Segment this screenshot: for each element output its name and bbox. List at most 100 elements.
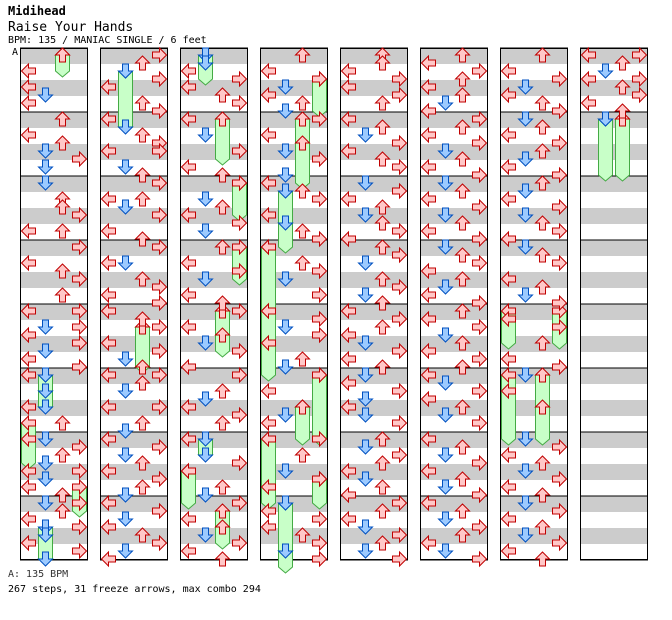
up-arrow — [534, 215, 551, 231]
left-arrow — [420, 342, 436, 360]
left-arrow — [100, 254, 116, 272]
up-arrow — [454, 471, 471, 487]
up-arrow — [54, 135, 71, 151]
down-arrow — [37, 143, 54, 159]
right-arrow — [552, 222, 568, 240]
right-arrow — [72, 542, 88, 560]
beat-stripe — [420, 48, 488, 64]
left-arrow — [20, 414, 36, 432]
down-arrow — [37, 383, 54, 399]
up-arrow — [374, 479, 391, 495]
left-arrow — [340, 462, 356, 480]
right-arrow — [152, 70, 168, 88]
left-arrow — [260, 126, 276, 144]
down-arrow — [117, 383, 134, 399]
left-arrow — [100, 550, 116, 568]
beat-stripe — [500, 496, 568, 512]
right-arrow — [472, 254, 488, 272]
beat-stripe — [580, 304, 648, 320]
right-arrow — [552, 102, 568, 120]
up-arrow — [134, 167, 151, 183]
right-arrow — [232, 302, 248, 320]
left-arrow — [500, 126, 516, 144]
down-arrow — [197, 527, 214, 543]
down-arrow — [37, 343, 54, 359]
chart-column-border — [20, 48, 88, 560]
right-arrow — [232, 214, 248, 232]
left-arrow — [180, 286, 196, 304]
left-arrow — [260, 86, 276, 104]
right-arrow — [552, 70, 568, 88]
beat-stripe — [580, 272, 648, 288]
down-arrow — [37, 159, 54, 175]
right-arrow — [392, 134, 408, 152]
down-arrow — [37, 87, 54, 103]
right-arrow — [152, 438, 168, 456]
right-arrow — [392, 246, 408, 264]
right-arrow — [312, 262, 328, 280]
down-arrow — [37, 455, 54, 471]
left-arrow — [260, 502, 276, 520]
beat-stripe — [340, 48, 408, 64]
down-arrow — [277, 319, 294, 335]
beat-stripe — [260, 400, 328, 416]
beat-stripe — [340, 496, 408, 512]
left-arrow — [260, 430, 276, 448]
beat-stripe — [420, 80, 488, 96]
left-arrow — [260, 382, 276, 400]
left-arrow — [20, 462, 36, 480]
beat-stripe — [100, 176, 168, 192]
down-arrow — [37, 527, 54, 543]
right-arrow — [472, 110, 488, 128]
beat-stripe — [500, 240, 568, 256]
up-arrow — [454, 87, 471, 103]
left-arrow — [100, 462, 116, 480]
right-arrow — [472, 486, 488, 504]
beat-stripe — [420, 336, 488, 352]
up-arrow — [134, 127, 151, 143]
up-arrow — [294, 183, 311, 199]
beat-stripe — [20, 112, 88, 128]
down-arrow — [437, 447, 454, 463]
beat-stripe — [20, 400, 88, 416]
down-arrow — [37, 175, 54, 191]
down-arrow — [517, 79, 534, 95]
chart-column-border — [500, 48, 568, 560]
up-arrow — [214, 327, 231, 343]
right-arrow — [392, 158, 408, 176]
beat-stripe — [260, 304, 328, 320]
beat-stripe — [260, 176, 328, 192]
down-arrow — [117, 199, 134, 215]
right-arrow — [312, 470, 328, 488]
left-arrow — [180, 510, 196, 528]
right-arrow — [232, 262, 248, 280]
right-arrow — [152, 174, 168, 192]
left-arrow — [420, 190, 436, 208]
up-arrow — [54, 263, 71, 279]
left-arrow — [100, 430, 116, 448]
right-arrow — [232, 454, 248, 472]
beat-stripe — [20, 496, 88, 512]
left-arrow — [340, 110, 356, 128]
left-arrow — [420, 310, 436, 328]
down-arrow — [357, 471, 374, 487]
up-arrow — [454, 71, 471, 87]
left-arrow — [100, 78, 116, 96]
right-arrow — [232, 94, 248, 112]
left-arrow — [100, 142, 116, 160]
left-arrow — [340, 142, 356, 160]
right-arrow — [72, 334, 88, 352]
beat-stripe — [180, 240, 248, 256]
down-arrow — [437, 407, 454, 423]
beat-stripe — [100, 208, 168, 224]
right-arrow — [72, 238, 88, 256]
down-arrow — [357, 175, 374, 191]
beat-stripe — [260, 112, 328, 128]
beat-stripe — [340, 240, 408, 256]
left-arrow — [100, 110, 116, 128]
down-arrow — [117, 63, 134, 79]
up-arrow — [54, 487, 71, 503]
up-arrow — [534, 247, 551, 263]
beat-stripe — [580, 400, 648, 416]
